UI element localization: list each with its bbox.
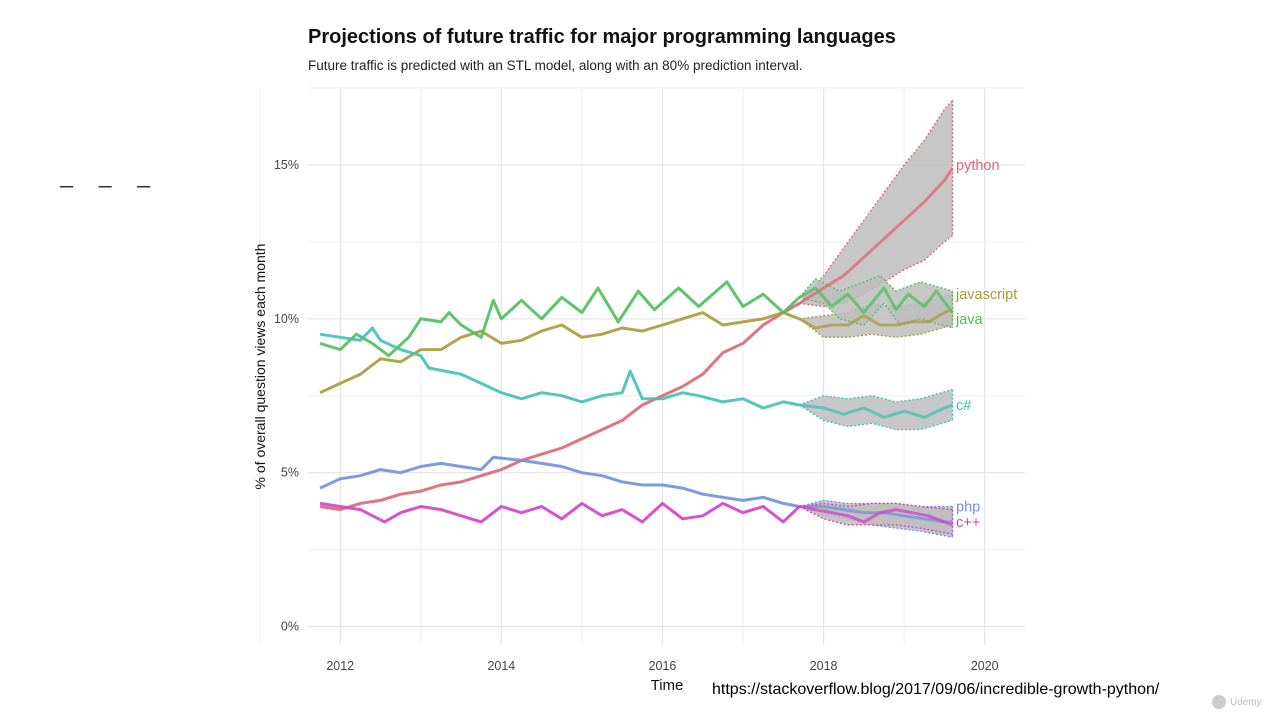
series-label-javascript: javascript [955,287,1017,303]
band-upper-c# [799,388,953,406]
x-axis-title: Time [651,677,684,694]
band-lower-c++ [799,505,953,535]
series-label-python: python [956,158,1000,174]
series-label-c#: c# [956,398,971,414]
udemy-watermark: Udemy [1212,695,1262,709]
y-tick-label: 10% [274,312,299,326]
forecast-line-c++ [799,505,954,527]
chart-title: Projections of future traffic for major … [308,26,896,48]
slide-dash-decoration: — — — [60,174,157,199]
forecast-line-java [798,286,954,315]
axis-labels: 2012 2014 2016 2018 2020 0% 5% 10% 15% Time % of o… [252,158,999,694]
y-tick-label: 15% [274,158,299,172]
y-axis-title: % of overall question views each month [252,244,268,490]
series-line-c++ [319,501,801,524]
prediction-band-c++ [799,503,953,535]
series-line-python [319,302,801,512]
chart-subtitle: Future traffic is predicted with an STL … [308,58,803,73]
x-tick-label: 2016 [649,659,677,673]
series-label-java: java [955,312,984,328]
series-line-c# [319,326,800,410]
source-url[interactable]: https://stackoverflow.blog/2017/09/06/in… [712,681,1160,698]
series-lines [319,167,954,527]
series-label-c++: c++ [956,515,980,531]
prediction-intervals [798,99,954,538]
y-tick-label: 5% [281,466,299,480]
prediction-band-python [799,100,953,307]
band-lower-java [799,296,953,329]
series-label-php: php [956,500,980,516]
band-upper-python [798,99,953,304]
x-tick-label: 2020 [971,659,999,673]
prediction-band-java [799,275,953,328]
series-line-javascript [319,311,800,395]
band-lower-c# [799,404,953,431]
forecast-line-python [798,167,954,305]
band-upper-java [798,274,953,298]
series-line-php [319,455,800,508]
x-tick-label: 2018 [810,659,838,673]
x-tick-label: 2012 [326,659,354,673]
band-upper-c++ [799,502,953,511]
band-upper-javascript [799,293,953,320]
forecast-line-javascript [798,308,954,330]
watermark-text: Udemy [1230,696,1262,708]
series-line-java [319,280,801,358]
forecast-line-c# [799,403,954,419]
udemy-logo-icon [1212,695,1226,709]
y-tick-label: 0% [281,620,299,634]
x-tick-label: 2014 [487,659,515,673]
